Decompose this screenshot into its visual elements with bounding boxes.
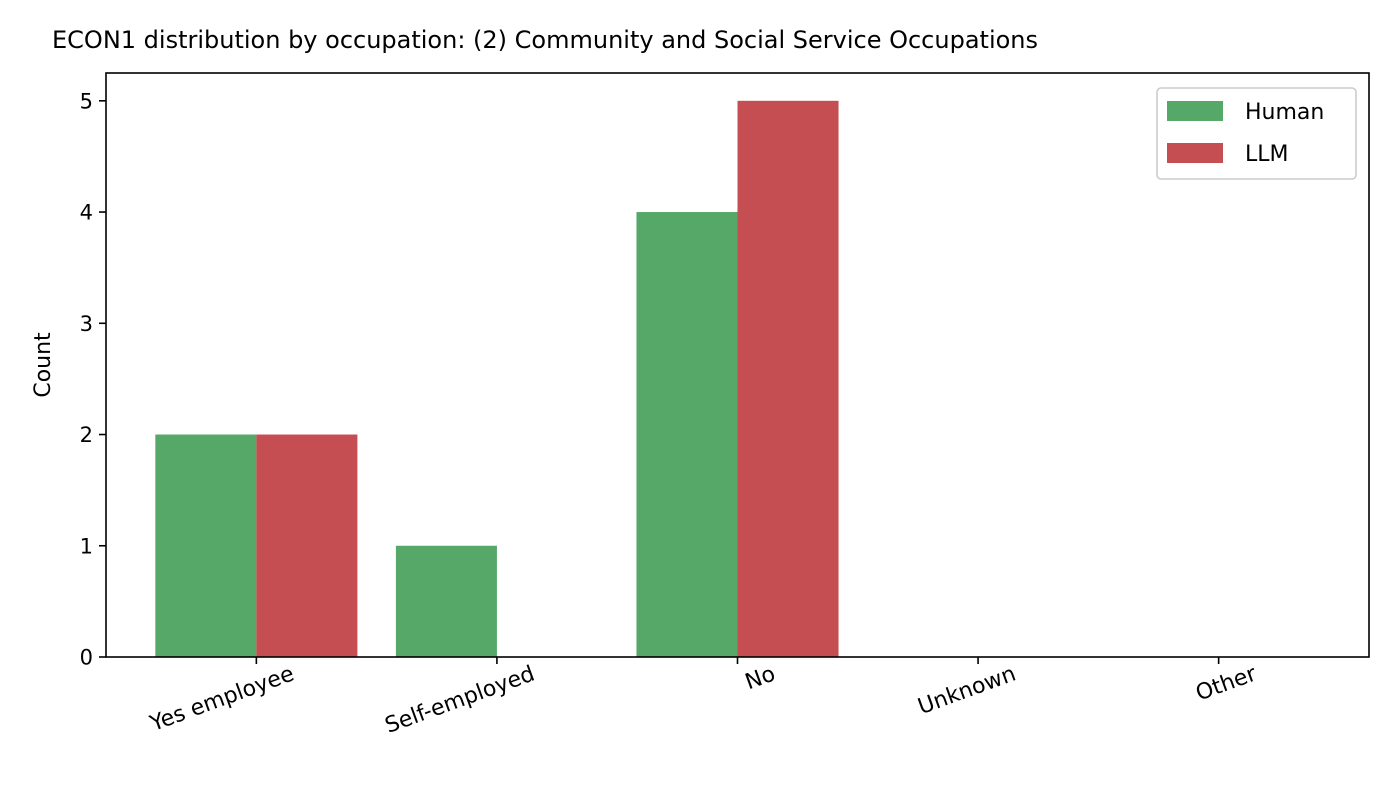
y-tick-label: 2 (80, 423, 93, 447)
bars-layer (155, 100, 839, 658)
x-tick-label: Unknown (915, 662, 1020, 720)
bar-llm-0 (256, 434, 358, 657)
x-tick-label: No (742, 662, 779, 696)
x-tick-label: Other (1193, 661, 1261, 706)
x-tick-label: Yes employee (146, 662, 297, 738)
y-tick-label: 5 (80, 89, 93, 113)
legend-swatch-llm (1167, 143, 1223, 163)
y-tick-label: 1 (80, 534, 93, 558)
x-tick-label: Self-employed (382, 662, 538, 739)
y-tick-label: 4 (80, 201, 93, 225)
legend: Human LLM (1156, 87, 1357, 180)
bar-human-0 (155, 434, 257, 657)
legend-label-llm: LLM (1245, 142, 1289, 167)
y-tick-label: 3 (80, 312, 93, 336)
legend-label-human: Human (1245, 100, 1324, 125)
y-axis: 0 1 2 3 4 5 (80, 89, 106, 670)
x-axis: Yes employee Self-employed No Unknown Other (146, 657, 1261, 739)
y-tick-label: 0 (80, 646, 93, 670)
chart-title: ECON1 distribution by occupation: (2) Co… (52, 26, 1039, 54)
y-axis-label: Count (31, 332, 56, 398)
bar-human-2 (636, 212, 738, 658)
bar-human-1 (395, 545, 497, 657)
legend-swatch-human (1167, 101, 1223, 121)
bar-llm-2 (737, 100, 839, 658)
